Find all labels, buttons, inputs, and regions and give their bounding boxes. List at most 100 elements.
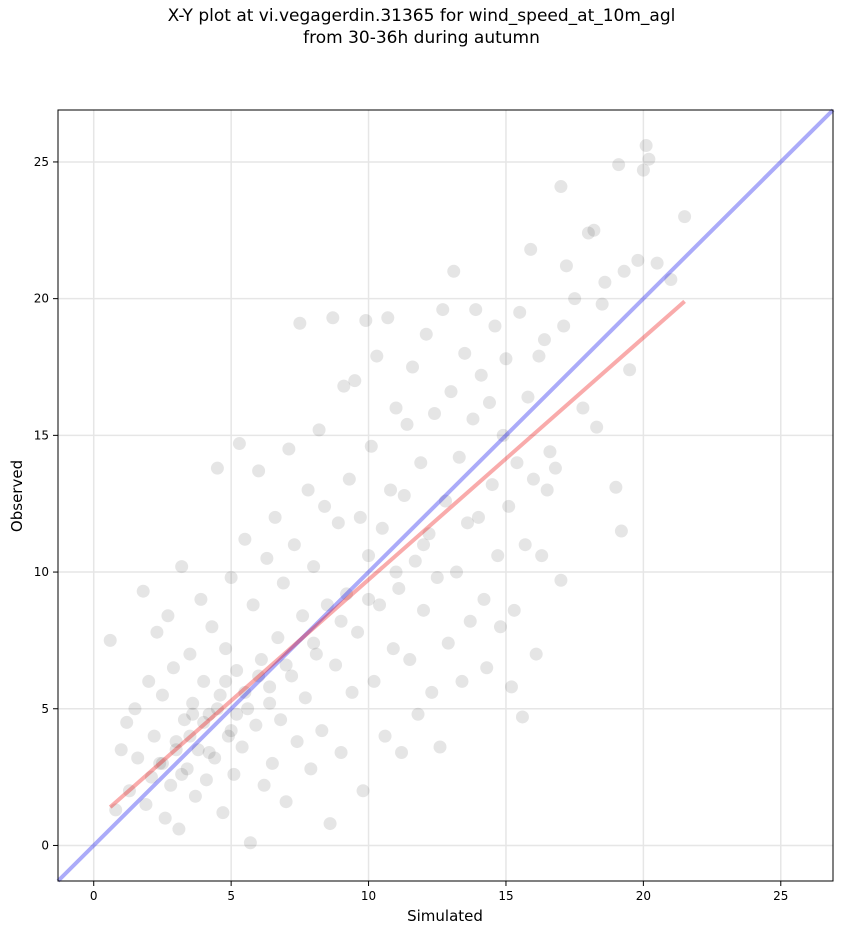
data-point	[329, 658, 343, 672]
data-point	[249, 718, 263, 732]
y-tick-label: 0	[41, 838, 49, 852]
data-point	[276, 576, 290, 590]
data-point	[340, 587, 354, 601]
x-tick-label: 5	[227, 889, 235, 903]
data-point	[590, 420, 604, 434]
data-point	[271, 631, 285, 645]
plot-frame	[57, 109, 834, 882]
data-point	[581, 226, 595, 240]
data-point	[155, 688, 169, 702]
data-point	[612, 158, 626, 172]
data-point	[595, 297, 609, 311]
data-point	[474, 368, 488, 382]
data-point	[458, 346, 472, 360]
data-point	[540, 483, 554, 497]
data-point	[202, 707, 216, 721]
data-point	[463, 614, 477, 628]
data-point	[499, 352, 513, 366]
data-point	[370, 349, 384, 363]
data-point	[430, 571, 444, 585]
data-point	[213, 688, 227, 702]
data-point	[265, 756, 279, 770]
y-tick-label: 20	[34, 292, 49, 306]
data-point	[480, 661, 494, 675]
data-point	[524, 242, 538, 256]
data-point	[408, 554, 422, 568]
x-tick-label: 10	[361, 889, 376, 903]
data-point	[378, 729, 392, 743]
axis-ticks: 0 5 10 15 20 25 0 5 10 15 20 25	[34, 155, 789, 903]
data-point	[419, 327, 433, 341]
data-point	[433, 740, 447, 754]
data-point	[210, 461, 224, 475]
data-point	[493, 620, 507, 634]
data-point	[406, 360, 420, 374]
x-axis-label: Simulated	[407, 907, 483, 925]
data-point	[576, 401, 590, 415]
x-tick-label: 15	[498, 889, 513, 903]
data-point	[345, 685, 359, 699]
x-tick-label: 0	[90, 889, 98, 903]
data-point	[362, 549, 376, 563]
data-point	[469, 303, 483, 317]
data-point	[287, 538, 301, 552]
data-point	[392, 581, 406, 595]
data-point	[471, 510, 485, 524]
data-point	[466, 412, 480, 426]
data-point	[482, 396, 496, 410]
data-point	[293, 316, 307, 330]
data-point	[400, 417, 414, 431]
data-point	[417, 538, 431, 552]
data-point	[296, 609, 310, 623]
data-point	[230, 707, 244, 721]
chart-title-line-1: X-Y plot at vi.vegagerdin.31365 for wind…	[167, 6, 676, 26]
data-point	[642, 152, 656, 166]
data-point	[351, 625, 365, 639]
data-point	[199, 773, 213, 787]
data-point	[439, 494, 452, 508]
data-point	[279, 795, 293, 809]
data-point	[221, 729, 235, 743]
data-point	[384, 483, 398, 497]
data-point	[263, 680, 277, 694]
data-point	[422, 527, 436, 541]
data-point	[114, 743, 128, 757]
data-point	[320, 598, 334, 612]
data-point	[139, 797, 153, 811]
data-point	[557, 319, 571, 333]
data-point	[169, 743, 183, 757]
data-point	[246, 598, 260, 612]
data-point	[219, 642, 233, 656]
data-point	[488, 319, 502, 333]
data-point	[395, 746, 409, 759]
data-point	[238, 685, 252, 699]
data-point	[232, 437, 246, 451]
data-point	[326, 311, 340, 325]
data-point	[554, 573, 568, 587]
data-point	[227, 767, 241, 781]
data-point	[131, 751, 145, 765]
data-point	[631, 253, 645, 267]
data-point	[518, 538, 532, 552]
data-point	[224, 724, 238, 738]
data-point	[252, 464, 266, 478]
data-point	[452, 450, 466, 464]
data-point	[617, 264, 631, 278]
data-point	[373, 598, 387, 612]
data-point	[307, 636, 321, 650]
data-point	[268, 510, 282, 524]
y-tick-label: 5	[41, 702, 49, 716]
data-point	[678, 210, 692, 224]
data-point	[568, 292, 582, 306]
data-point	[260, 551, 274, 565]
data-point	[318, 499, 332, 513]
data-point	[623, 363, 637, 377]
data-point	[598, 275, 612, 289]
reference-lines	[56, 108, 835, 883]
data-point	[436, 303, 450, 317]
data-point	[367, 674, 381, 688]
data-point	[309, 647, 323, 661]
data-point	[312, 423, 326, 437]
data-point	[460, 516, 474, 530]
data-point	[403, 653, 417, 667]
